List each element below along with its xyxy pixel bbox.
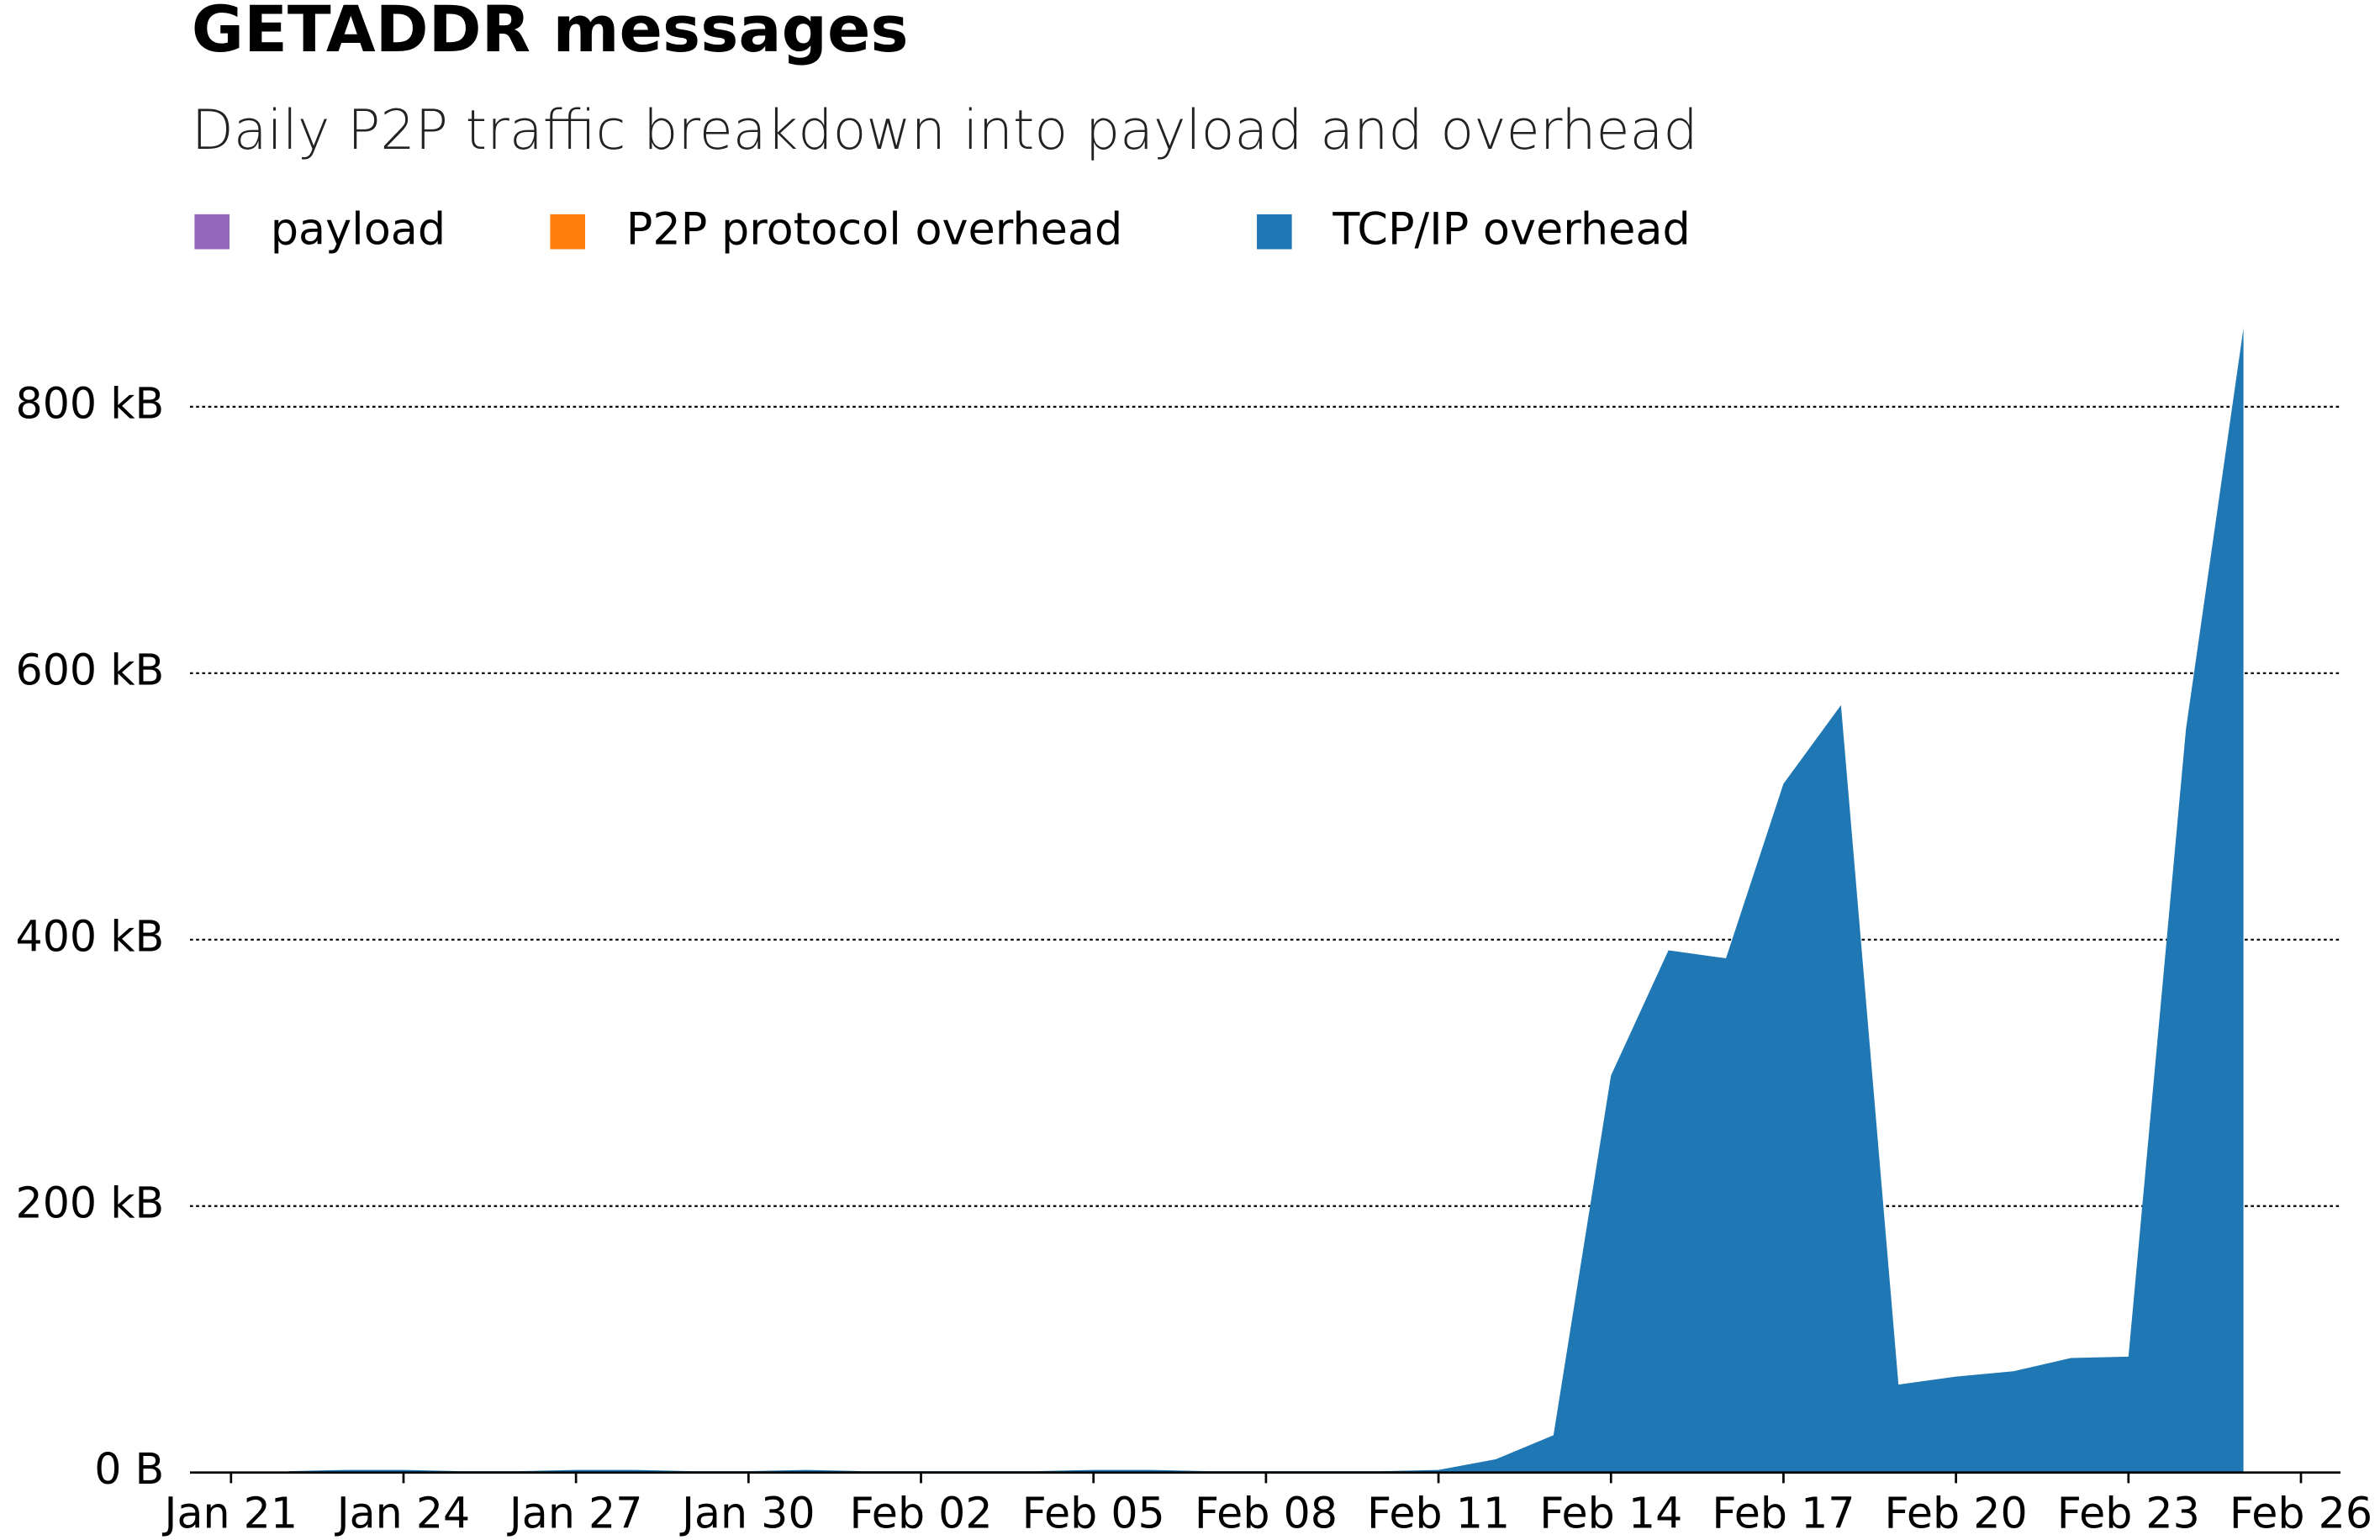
legend-label: P2P protocol overhead [626, 204, 1122, 256]
x-tick-label: Feb 05 [1022, 1489, 1165, 1538]
plot-area [288, 328, 2244, 1473]
area [288, 328, 2244, 1473]
x-tick-label: Feb 26 [2230, 1489, 2372, 1538]
y-tick-label: 200 kB [16, 1178, 165, 1227]
x-tick-label: Jan 21 [162, 1489, 298, 1538]
chart-title: GETADDR messages [192, 0, 909, 66]
x-tick-label: Feb 02 [849, 1489, 992, 1538]
legend: payload P2P protocol overhead TCP/IP overh… [194, 204, 1691, 256]
x-tick-label: Feb 17 [1712, 1489, 1855, 1538]
x-tick-label: Feb 20 [1885, 1489, 2028, 1538]
y-tick-label: 400 kB [16, 911, 165, 961]
y-tick-label: 600 kB [16, 645, 165, 694]
x-tick-label: Feb 08 [1195, 1489, 1338, 1538]
legend-label: payload [271, 204, 446, 256]
x-tick-label: Jan 27 [507, 1489, 643, 1538]
legend-swatch [550, 214, 586, 250]
y-tick-label: 800 kB [16, 378, 165, 428]
x-tick-label: Feb 11 [1367, 1489, 1510, 1538]
x-tick-label: Feb 23 [2057, 1489, 2200, 1538]
x-tick-label: Jan 30 [679, 1489, 815, 1538]
axes: 0 B 200 kB 400 kB 600 kB 800 kB Jan 21 Jan 24 J… [16, 378, 2372, 1537]
x-tick-label: Feb 14 [1539, 1489, 1682, 1538]
legend-label: TCP/IP overhead [1332, 204, 1690, 256]
legend-swatch [194, 214, 230, 250]
legend-swatch [1257, 214, 1292, 250]
x-tick-label: Jan 24 [335, 1489, 471, 1538]
chart-subtitle: Daily P2P traffic breakdown into payload… [192, 99, 1698, 162]
grid [189, 405, 2340, 1207]
y-tick-label: 0 B [94, 1444, 164, 1494]
